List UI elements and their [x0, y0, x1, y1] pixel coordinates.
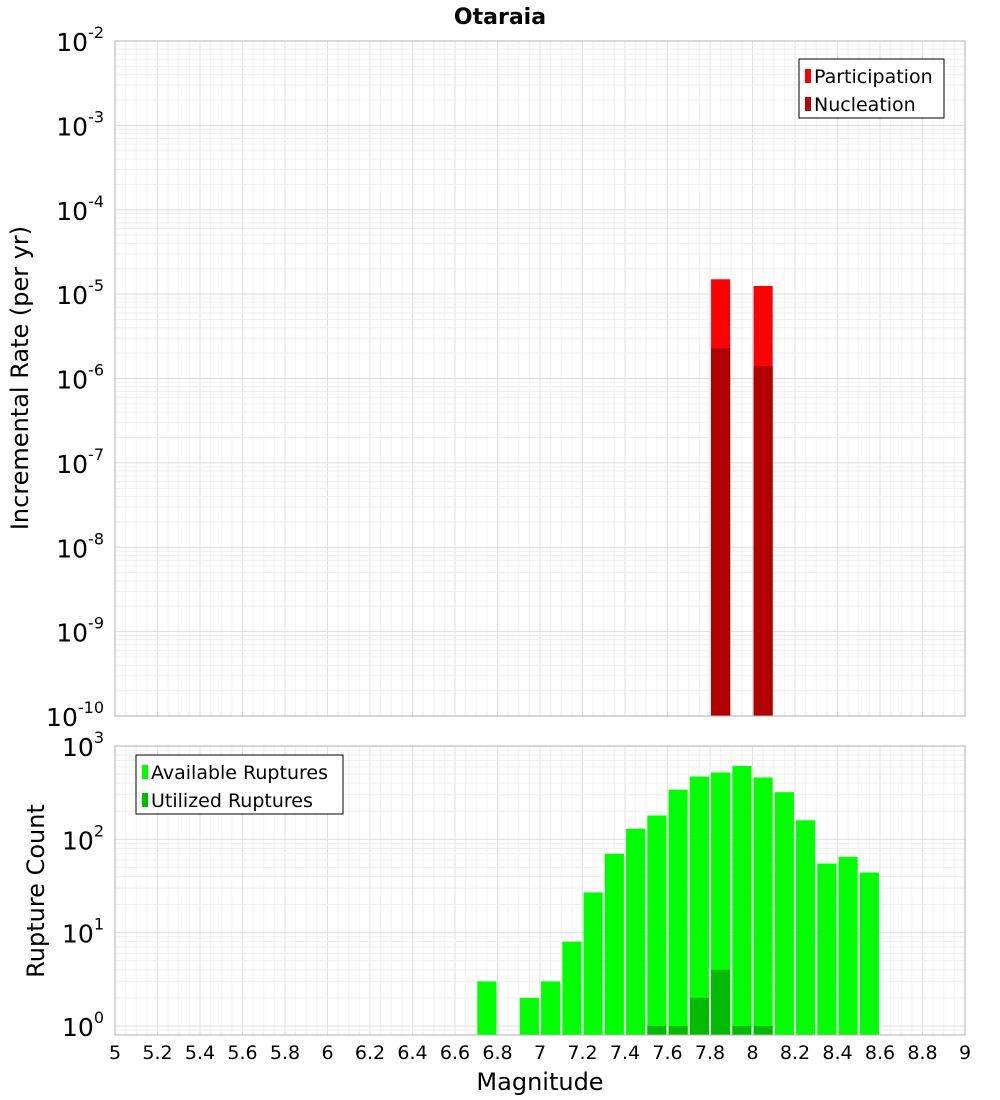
x-tick-label: 8.2: [780, 1042, 810, 1064]
bar-available-ruptures: Available Ruptures: 180: [647, 815, 667, 1035]
bar-utilized-ruptures: Utilized Ruptures: 1: [753, 1025, 773, 1035]
x-tick-label: 8: [746, 1042, 758, 1064]
rate-y-ticks: 10-10 10-9 10-8 10-7 10-6 10-5 10-4 10-3 10-2: [46, 23, 104, 732]
legend-box: [135, 754, 344, 815]
count-legend: Available Ruptures Utilized Ruptures: [135, 754, 344, 815]
bar-available-ruptures: Available Ruptures: 8: [562, 941, 582, 1035]
count-bars: Available Ruptures: 3Available Ruptures:…: [477, 766, 879, 1035]
y-tick-label: 10-8: [56, 529, 104, 563]
y-tick-label: 10-3: [56, 107, 104, 141]
x-tick-label: 5.6: [227, 1042, 257, 1064]
x-tick-label: 9: [959, 1042, 971, 1064]
legend-swatch: [805, 69, 811, 83]
count-panel: Available Ruptures: 3Available Ruptures:…: [22, 728, 971, 1096]
bar-available-ruptures: Available Ruptures: 65: [838, 856, 858, 1035]
bar-available-ruptures: Available Ruptures: 610: [732, 766, 752, 1035]
x-tick-label: 7.8: [695, 1042, 725, 1064]
x-tick-label: 7.2: [567, 1042, 597, 1064]
bar-available-ruptures: Available Ruptures: 520: [711, 772, 731, 1035]
bar-available-ruptures: Available Ruptures: 340: [668, 789, 688, 1035]
bar-available-ruptures: Available Ruptures: 460: [753, 777, 773, 1035]
x-tick-label: 6.8: [482, 1042, 512, 1064]
x-tick-label: 5.8: [270, 1042, 300, 1064]
rate-grid: [114, 40, 966, 717]
bar-available-ruptures: Available Ruptures: 470: [689, 776, 709, 1035]
bar-available-ruptures: Available Ruptures: 70: [604, 853, 624, 1035]
y-tick-label: 101: [62, 915, 104, 949]
rate-bars: Participation: 0.000015Participation: 0.…: [711, 279, 773, 716]
x-axis-label: Magnitude: [476, 1068, 603, 1096]
bar-nucleation: Nucleation: 0.0000023: [711, 347, 731, 716]
x-tick-label: 8.4: [822, 1042, 852, 1064]
rate-plot-frame: [114, 40, 966, 717]
y-tick-label: 10-2: [56, 23, 104, 57]
bar-utilized-ruptures: Utilized Ruptures: 1: [668, 1025, 688, 1035]
x-tick-label: 5.4: [185, 1042, 215, 1064]
legend-swatch: [142, 793, 148, 807]
y-tick-label: 10-4: [56, 192, 104, 226]
x-tick-label: 5.2: [142, 1042, 172, 1064]
bar-available-ruptures: Available Ruptures: 3: [541, 981, 561, 1035]
bar-nucleation: Nucleation: 0.0000014: [753, 366, 773, 716]
x-tick-label: 7: [534, 1042, 546, 1064]
legend-entry: Nucleation: [814, 94, 916, 116]
x-tick-labels: 5 5.2 5.4 5.6 5.8 6 6.2 6.4 6.6 6.8 7 7.2 7.4 7.6 7.8 8…: [109, 1042, 971, 1064]
rate-legend: Participation Nucleation: [798, 58, 945, 119]
bar-available-ruptures: Available Ruptures: 130: [626, 828, 646, 1035]
bar-utilized-ruptures: Utilized Ruptures: 1: [647, 1025, 667, 1035]
bar-available-ruptures: Available Ruptures: 55: [817, 863, 837, 1035]
x-tick-label: 6.2: [355, 1042, 385, 1064]
y-tick-label: 102: [62, 821, 104, 855]
legend-entry: Available Ruptures: [151, 762, 328, 784]
rate-panel: Participation: 0.000015Participation: 0.…: [6, 23, 966, 732]
bar-utilized-ruptures: Utilized Ruptures: 4: [711, 969, 731, 1035]
bar-available-ruptures: Available Ruptures: 320: [774, 792, 794, 1035]
chart-title: Otaraia: [454, 5, 546, 30]
legend-entry: Participation: [814, 66, 933, 88]
x-tick-label: 6.4: [397, 1042, 427, 1064]
x-tick-label: 7.4: [610, 1042, 640, 1064]
bar-available-ruptures: Available Ruptures: 27: [583, 892, 603, 1035]
x-tick-label: 8.8: [907, 1042, 937, 1064]
x-tick-label: 7.6: [652, 1042, 682, 1064]
x-tick-label: 6.6: [440, 1042, 470, 1064]
x-tick-label: 5: [109, 1042, 121, 1064]
count-y-ticks: 100 101 102 103: [62, 728, 104, 1042]
y-tick-label: 100: [62, 1008, 104, 1042]
count-plot-frame: [114, 745, 966, 1036]
bar-utilized-ruptures: Utilized Ruptures: 2: [689, 997, 709, 1035]
bar-available-ruptures: Available Ruptures: 3: [477, 981, 497, 1035]
bar-available-ruptures: Available Ruptures: 2: [519, 997, 539, 1035]
bar-available-ruptures: Available Ruptures: 44: [859, 872, 879, 1035]
legend-swatch: [142, 765, 148, 779]
rate-y-axis-label: Incremental Rate (per yr): [6, 226, 34, 530]
bar-available-ruptures: Available Ruptures: 160: [796, 820, 816, 1035]
y-tick-label: 10-6: [56, 361, 104, 395]
x-tick-label: 6: [321, 1042, 333, 1064]
y-tick-label: 10-10: [46, 698, 104, 732]
y-tick-label: 10-9: [56, 614, 104, 648]
y-tick-label: 103: [62, 728, 104, 762]
y-tick-label: 10-5: [56, 276, 104, 310]
bar-utilized-ruptures: Utilized Ruptures: 1: [732, 1025, 752, 1035]
legend-swatch: [805, 97, 811, 111]
legend-entry: Utilized Ruptures: [151, 790, 313, 812]
legend-box: [798, 58, 945, 119]
count-y-axis-label: Rupture Count: [22, 804, 50, 978]
y-tick-label: 10-7: [56, 445, 104, 479]
x-tick-label: 8.6: [865, 1042, 895, 1064]
